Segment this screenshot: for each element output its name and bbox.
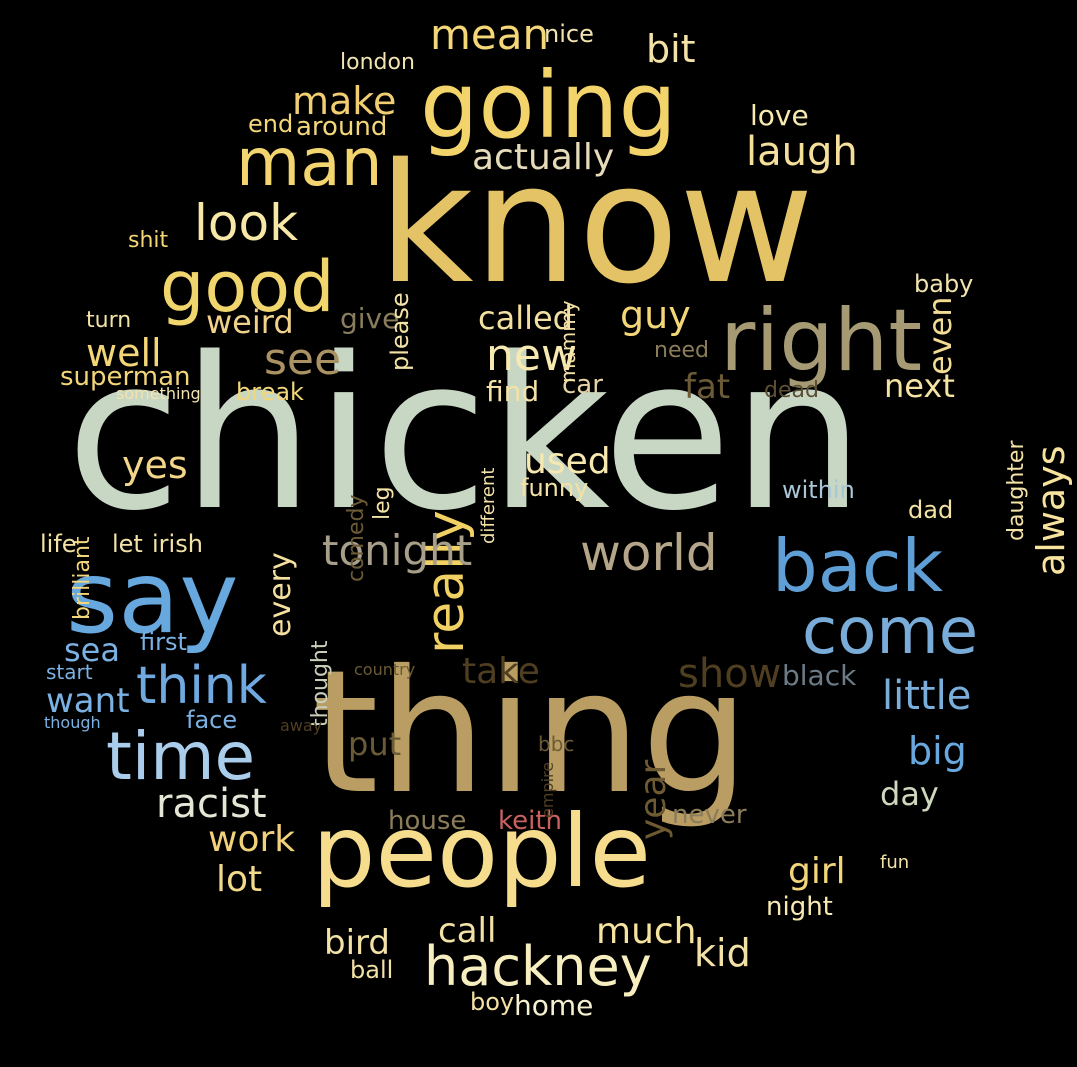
word-work: work	[208, 819, 296, 860]
word-every: every	[263, 551, 298, 637]
word-shit: shit	[128, 228, 169, 253]
word-thought: thought	[308, 639, 333, 727]
word-baby: baby	[914, 270, 974, 298]
word-irish: irish	[152, 530, 203, 558]
word-show: show	[678, 651, 782, 697]
word-london: london	[340, 50, 415, 75]
word-actually: actually	[472, 137, 615, 178]
word-something: something	[116, 384, 201, 403]
word-black: black	[782, 659, 857, 692]
word-life: life	[40, 530, 77, 558]
word-please: please	[386, 291, 414, 371]
word-called: called	[478, 299, 573, 337]
word-fat: fat	[684, 367, 731, 407]
word-love: love	[750, 99, 809, 132]
word-different: different	[478, 467, 499, 545]
word-home: home	[514, 989, 594, 1022]
word-end: end	[248, 110, 294, 138]
word-start: start	[46, 660, 93, 684]
word-man: man	[236, 124, 383, 201]
word-house: house	[388, 806, 467, 836]
word-much: much	[596, 911, 697, 952]
word-back: back	[772, 524, 944, 608]
word-though: though	[44, 713, 101, 732]
word-going: going	[420, 52, 677, 159]
word-want: want	[46, 681, 130, 721]
word-time: time	[106, 718, 256, 795]
word-superman: superman	[60, 362, 191, 392]
word-nice: nice	[544, 20, 594, 48]
word-let: let	[112, 530, 143, 558]
word-look: look	[194, 194, 299, 252]
word-find: find	[486, 375, 540, 408]
word-little: little	[882, 673, 972, 719]
word-people: people	[312, 793, 651, 910]
word-bit: bit	[646, 27, 696, 71]
word-leg: leg	[370, 485, 395, 520]
word-boy: boy	[470, 988, 515, 1016]
word-world: world	[580, 524, 718, 582]
word-first: first	[140, 628, 187, 656]
word-next: next	[884, 367, 955, 405]
word-empire: empire	[538, 761, 557, 819]
word-comedy: comedy	[344, 493, 369, 582]
word-bird: bird	[324, 923, 390, 963]
word-funny: funny	[520, 474, 589, 502]
word-away: away	[280, 716, 323, 735]
word-mammy: mammy	[556, 299, 580, 383]
word-chicken: chicken	[66, 312, 865, 557]
word-face: face	[186, 706, 238, 734]
word-well: well	[86, 331, 162, 375]
word-dad: dad	[908, 496, 954, 524]
word-dead: dead	[764, 378, 819, 403]
word-break: break	[236, 378, 304, 406]
word-see: see	[264, 334, 342, 385]
word-night: night	[766, 892, 833, 922]
word-mean: mean	[430, 10, 550, 59]
word-come: come	[802, 595, 979, 669]
word-right: right	[720, 291, 923, 391]
word-day: day	[880, 775, 939, 813]
word-sea: sea	[64, 631, 120, 669]
word-bbc: bbc	[538, 732, 575, 756]
word-daughter: daughter	[1004, 439, 1029, 541]
word-always: always	[1029, 445, 1073, 577]
word-ball: ball	[350, 956, 394, 984]
word-good: good	[160, 246, 335, 328]
word-guy: guy	[620, 293, 691, 337]
word-keith: keith	[498, 806, 563, 836]
word-big: big	[908, 729, 967, 773]
word-thing: thing	[312, 634, 750, 832]
word-country: country	[354, 660, 416, 679]
word-weird: weird	[206, 303, 294, 341]
word-yes: yes	[122, 443, 188, 487]
word-laugh: laugh	[746, 129, 858, 175]
word-call: call	[438, 911, 497, 951]
word-car: car	[562, 370, 603, 400]
word-new: new	[486, 330, 577, 381]
word-put: put	[348, 725, 402, 763]
word-year: year	[633, 759, 674, 841]
word-used: used	[524, 441, 611, 482]
word-turn: turn	[86, 308, 132, 333]
word-give: give	[340, 302, 400, 335]
word-within: within	[782, 476, 855, 504]
word-even: even	[921, 296, 959, 375]
word-around: around	[296, 112, 388, 142]
word-take: take	[462, 651, 540, 692]
word-fun: fun	[880, 852, 910, 873]
word-need: need	[654, 338, 709, 363]
word-tonight: tonight	[322, 526, 473, 575]
word-know: know	[378, 128, 815, 320]
word-lot: lot	[216, 859, 263, 900]
word-hackney: hackney	[424, 935, 652, 998]
word-girl: girl	[788, 851, 846, 892]
word-racist: racist	[156, 781, 267, 827]
word-make: make	[292, 79, 397, 123]
word-think: think	[136, 656, 267, 716]
word-never: never	[672, 800, 747, 830]
word-say: say	[66, 539, 239, 656]
word-kid: kid	[694, 931, 751, 975]
